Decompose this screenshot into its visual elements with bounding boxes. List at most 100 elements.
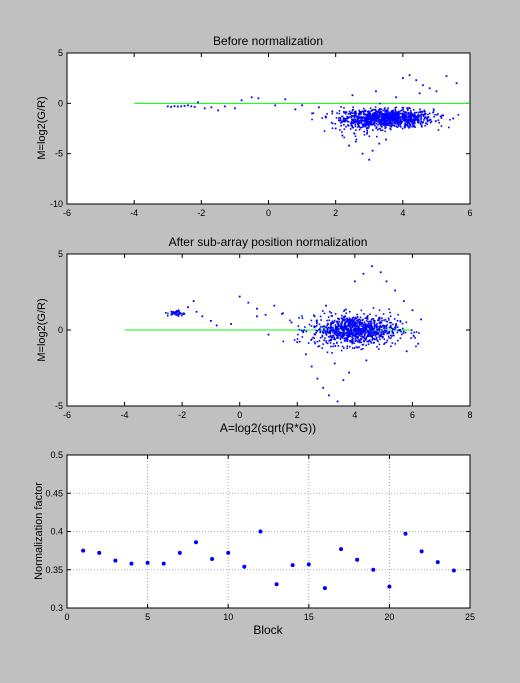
data-point [298, 317, 300, 319]
data-point [177, 550, 182, 555]
data-point [377, 317, 380, 320]
data-point [226, 550, 231, 555]
data-point [405, 321, 408, 324]
data-point [353, 328, 355, 330]
data-point [373, 121, 376, 124]
data-point [374, 106, 377, 108]
data-point [378, 122, 381, 125]
data-point [355, 138, 358, 141]
data-point [362, 124, 364, 126]
data-point [267, 333, 270, 336]
data-point [362, 107, 365, 110]
data-point [420, 121, 423, 123]
data-point [362, 125, 364, 127]
data-point [337, 333, 340, 335]
data-point [378, 118, 380, 121]
data-point [319, 315, 322, 318]
data-point [386, 320, 389, 323]
data-point [402, 330, 405, 333]
data-point [362, 343, 365, 346]
data-point [379, 271, 382, 274]
data-point [358, 324, 361, 326]
data-point [210, 319, 212, 322]
data-point [392, 331, 394, 334]
data-point [420, 116, 423, 119]
data-point [383, 325, 386, 327]
data-point [374, 320, 376, 322]
data-point [343, 117, 346, 120]
data-point [374, 112, 377, 115]
y-tick-label: 0 [58, 325, 63, 335]
data-point [323, 130, 326, 132]
data-point [362, 331, 364, 334]
x-tick-label: 6 [467, 208, 472, 218]
data-point [174, 312, 177, 314]
data-point [382, 122, 384, 124]
data-point [330, 339, 332, 341]
data-point [391, 330, 394, 333]
data-point [378, 321, 381, 324]
data-point [356, 115, 359, 118]
data-point [345, 338, 348, 340]
data-point [374, 334, 377, 337]
data-point [343, 330, 345, 332]
data-point [379, 322, 382, 325]
data-point [368, 325, 370, 328]
data-point [341, 327, 344, 329]
data-point [424, 116, 426, 119]
data-point [342, 325, 344, 328]
data-point [335, 329, 338, 331]
data-point [357, 332, 360, 335]
data-point [400, 121, 403, 124]
data-point [355, 120, 358, 123]
data-point [321, 335, 324, 338]
data-point [353, 327, 356, 330]
data-point [176, 313, 179, 316]
data-point [381, 333, 383, 336]
data-point [351, 318, 354, 320]
data-point [187, 104, 189, 107]
data-point [392, 118, 394, 120]
data-point [399, 320, 402, 322]
data-point [346, 345, 349, 347]
data-point [347, 116, 349, 118]
data-point [365, 328, 367, 331]
data-point [388, 114, 391, 117]
data-point [356, 313, 358, 316]
data-point [412, 119, 415, 121]
y-tick-label: 0.3 [50, 603, 63, 613]
data-point [344, 337, 346, 340]
data-point [358, 121, 360, 123]
data-point [343, 315, 346, 318]
data-point [386, 332, 388, 335]
data-point [353, 347, 356, 349]
data-point [399, 110, 402, 112]
data-point [356, 324, 359, 327]
data-point [381, 113, 384, 115]
data-point [348, 310, 351, 313]
data-point [370, 329, 372, 332]
data-point [347, 331, 349, 334]
data-point [373, 117, 376, 120]
data-point [349, 330, 351, 333]
data-point [361, 327, 364, 330]
data-point [362, 325, 364, 328]
data-point [344, 315, 347, 318]
data-point [323, 312, 326, 315]
chart-before-normalization: Before normalization -6 -4 -2 0 2 4 6 -10-505 … [36, 34, 473, 218]
data-point [418, 332, 420, 334]
data-point [392, 111, 394, 114]
data-point [368, 333, 371, 336]
data-point [405, 115, 407, 118]
data-point [358, 321, 360, 323]
data-point [383, 108, 386, 110]
data-point [396, 120, 398, 122]
data-point [362, 339, 365, 342]
data-point [401, 77, 404, 80]
data-point [414, 114, 416, 117]
data-point [389, 120, 391, 122]
x-tick-label: 10 [223, 612, 233, 622]
data-point [343, 347, 345, 349]
data-point [324, 337, 326, 339]
data-point [341, 332, 344, 335]
